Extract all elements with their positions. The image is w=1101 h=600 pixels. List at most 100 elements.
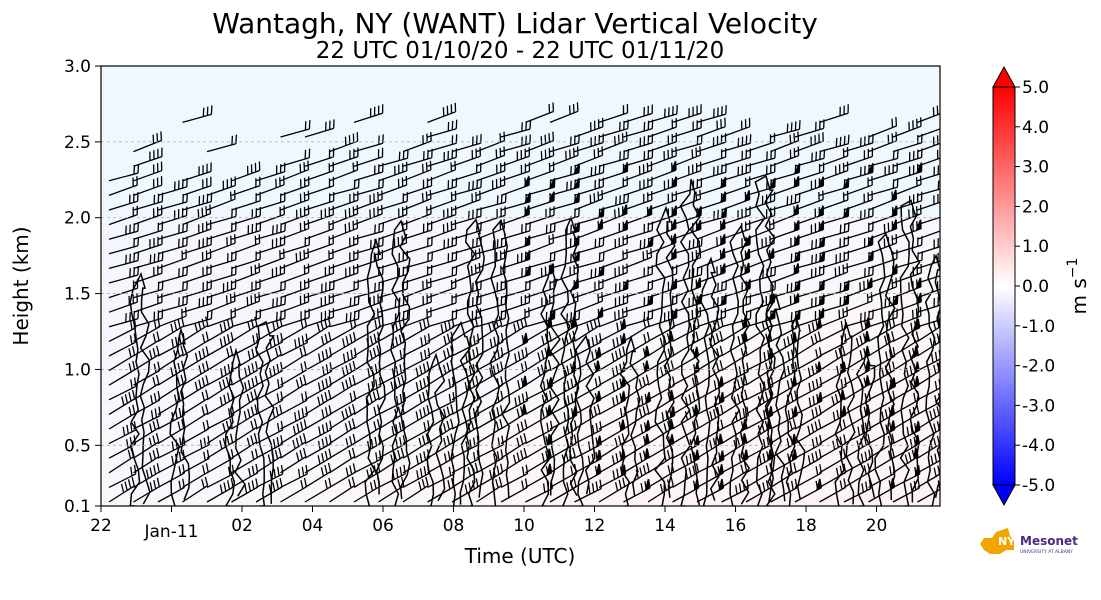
wind-barb bbox=[525, 390, 553, 415]
wind-barb bbox=[231, 176, 261, 197]
wind-barb bbox=[843, 375, 871, 401]
wind-barb bbox=[892, 345, 919, 372]
wind-barb-pennant bbox=[791, 405, 798, 418]
wind-barb bbox=[280, 374, 307, 401]
wind-barb bbox=[182, 192, 213, 211]
wind-barb bbox=[868, 308, 898, 328]
wind-barb bbox=[892, 331, 920, 357]
velocity-contour bbox=[619, 335, 641, 506]
wind-barb bbox=[108, 251, 140, 270]
wind-barb bbox=[133, 374, 160, 401]
chart-subtitle: 22 UTC 01/10/20 - 22 UTC 01/11/20 bbox=[316, 38, 725, 64]
wind-barb bbox=[206, 418, 233, 445]
wind-barb bbox=[696, 148, 727, 167]
wind-barb bbox=[378, 476, 405, 503]
wind-barb bbox=[794, 132, 824, 153]
wind-barb bbox=[696, 317, 724, 342]
wind-barb bbox=[353, 404, 381, 430]
wind-barb bbox=[353, 434, 381, 459]
colorbar-tick-label: 1.0 bbox=[1022, 237, 1049, 257]
wind-barb-pennant bbox=[670, 278, 677, 290]
wind-barb bbox=[329, 360, 356, 386]
wind-barb-pennant bbox=[940, 249, 946, 261]
x-tick-label: 10 bbox=[513, 516, 535, 536]
wind-barb bbox=[255, 222, 286, 240]
colorbar-tick-label: 0.0 bbox=[1022, 277, 1049, 297]
wind-barb bbox=[182, 331, 209, 357]
wind-barb bbox=[819, 361, 847, 386]
wind-barb bbox=[304, 462, 332, 488]
wind-barb bbox=[329, 205, 359, 226]
wind-barb bbox=[329, 403, 356, 430]
wind-barb-pennant bbox=[744, 234, 750, 247]
wind-barb bbox=[647, 418, 675, 445]
wind-barb-pennant bbox=[915, 292, 922, 304]
wind-barb bbox=[721, 134, 752, 153]
wind-barb bbox=[598, 433, 626, 459]
wind-barb bbox=[745, 234, 775, 255]
wind-barb bbox=[549, 222, 581, 240]
wind-barb bbox=[672, 294, 702, 313]
wind-barb bbox=[647, 118, 677, 138]
wind-barb bbox=[672, 104, 702, 124]
wind-barb-pennant bbox=[643, 345, 649, 358]
wind-barb bbox=[476, 332, 504, 357]
wind-barb-pennant bbox=[720, 206, 726, 219]
wind-barb bbox=[696, 105, 727, 124]
wind-barb bbox=[598, 361, 626, 386]
wind-barb bbox=[329, 375, 356, 401]
x-tick-label: 14 bbox=[654, 516, 676, 536]
wind-barb bbox=[672, 220, 702, 240]
wind-barb bbox=[623, 420, 651, 445]
wind-barb bbox=[133, 205, 163, 226]
wind-barb bbox=[696, 263, 726, 284]
velocity-contour bbox=[255, 320, 275, 506]
x-tick-label: 22 bbox=[90, 516, 112, 536]
wind-barb-pennant bbox=[668, 418, 674, 431]
wind-barb bbox=[280, 292, 310, 313]
wind-barb-pennant bbox=[571, 405, 577, 418]
y-tick-label: 1.5 bbox=[64, 285, 91, 305]
wind-barb bbox=[892, 478, 921, 503]
wind-barb bbox=[206, 307, 236, 328]
wind-barb bbox=[696, 376, 724, 401]
wind-barb bbox=[182, 346, 209, 372]
wind-barb bbox=[843, 133, 874, 153]
wind-barb bbox=[745, 331, 773, 357]
y-tick-label: 0.1 bbox=[64, 497, 91, 517]
wind-barb-pennant bbox=[572, 277, 579, 290]
wind-barb bbox=[623, 104, 653, 124]
wind-barb bbox=[451, 294, 482, 313]
wind-barb bbox=[647, 191, 677, 211]
wind-barb bbox=[794, 434, 823, 459]
wind-barb-pennant bbox=[668, 389, 674, 402]
wind-barb bbox=[476, 279, 507, 299]
wind-barb bbox=[378, 435, 406, 459]
wind-barb bbox=[623, 176, 653, 197]
wind-barb-pennant bbox=[793, 219, 799, 232]
wind-barb bbox=[157, 332, 186, 357]
wind-barb bbox=[133, 463, 160, 488]
wind-barb-pennant bbox=[864, 374, 870, 388]
wind-barb-pennant bbox=[695, 293, 702, 305]
wind-barb bbox=[770, 449, 798, 474]
wind-barb bbox=[402, 476, 429, 503]
wind-barb bbox=[696, 117, 726, 138]
wind-barb bbox=[427, 449, 455, 474]
wind-barb bbox=[451, 435, 480, 459]
wind-barb-pennant bbox=[817, 175, 824, 188]
wind-barb bbox=[721, 389, 748, 415]
wind-barb bbox=[721, 362, 749, 386]
wind-barb bbox=[868, 162, 898, 182]
wind-barb bbox=[157, 360, 185, 386]
wind-barb bbox=[304, 316, 331, 342]
wind-barb bbox=[427, 119, 458, 138]
wind-barb-pennant bbox=[914, 464, 920, 477]
wind-barb-pennant bbox=[548, 190, 554, 203]
wind-barb bbox=[206, 374, 233, 401]
wind-barb bbox=[721, 433, 748, 459]
wind-barb bbox=[770, 332, 798, 357]
wind-barb bbox=[402, 347, 431, 372]
wind-barb bbox=[892, 421, 921, 445]
wind-barb bbox=[133, 235, 163, 255]
